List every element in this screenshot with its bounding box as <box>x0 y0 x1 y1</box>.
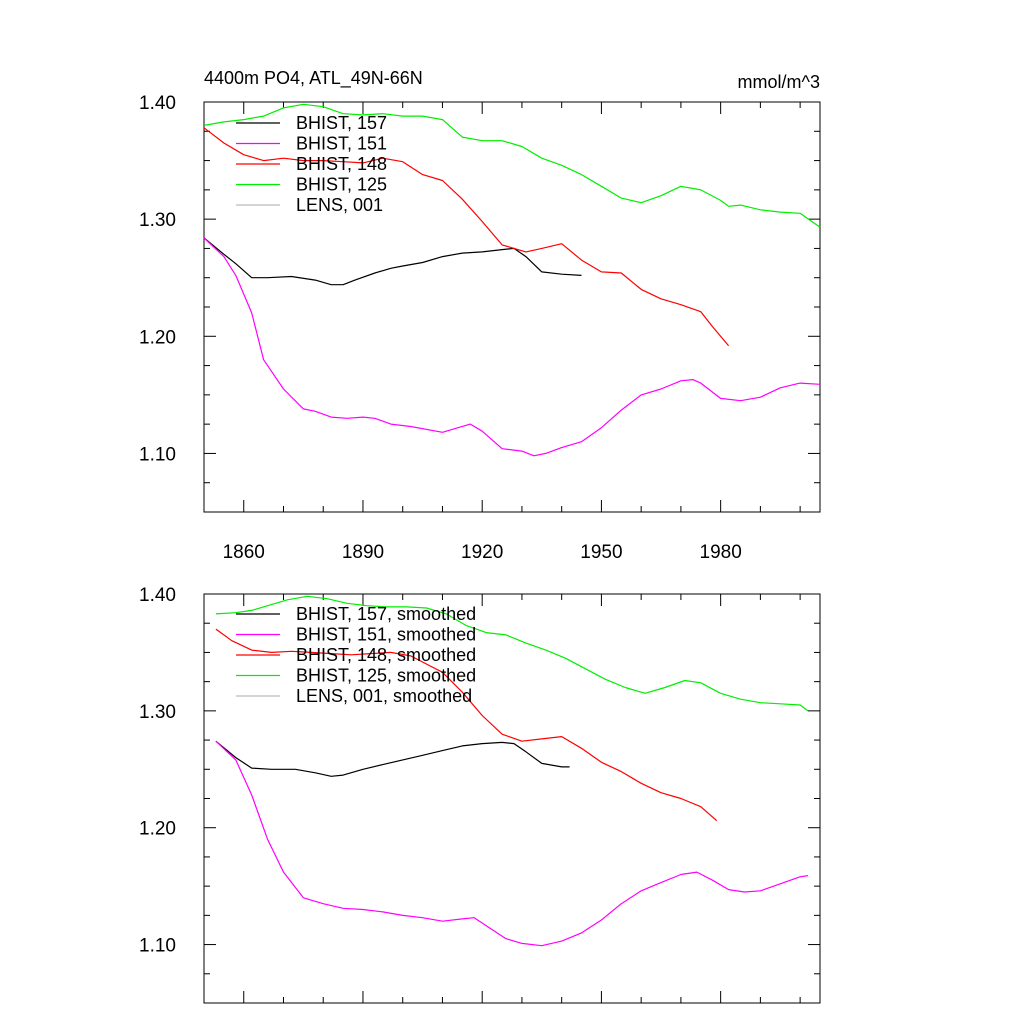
series-line-2 <box>203 127 730 347</box>
x-tick-label: 1890 <box>342 542 384 563</box>
x-tick-label: 1920 <box>461 542 503 563</box>
legend-entry: BHIST, 148 <box>296 154 387 174</box>
y-tick-label: 1.40 <box>139 93 176 114</box>
legend-entry: LENS, 001, smoothed <box>296 686 472 706</box>
y-tick-label: 1.20 <box>139 819 176 840</box>
units-label: mmol/m^3 <box>738 72 820 92</box>
legend-entry: BHIST, 125, smoothed <box>296 666 476 686</box>
legend-entry: BHIST, 157, smoothed <box>296 604 476 624</box>
series-line-3 <box>215 595 809 712</box>
x-tick-label: 1980 <box>700 542 742 563</box>
chart-title: 4400m PO4, ATL_49N-66N <box>204 68 423 89</box>
y-tick-label: 1.30 <box>139 702 176 723</box>
legend-entry: LENS, 001 <box>296 195 383 215</box>
legend-entry: BHIST, 125 <box>296 175 387 195</box>
series-line-0 <box>203 237 582 286</box>
series-line-2 <box>215 628 718 822</box>
series-line-3 <box>203 103 821 228</box>
series-line-1 <box>215 740 809 947</box>
y-tick-label: 1.30 <box>139 210 176 231</box>
series-line-1 <box>203 237 821 457</box>
legend-entry: BHIST, 151 <box>296 134 387 154</box>
series-line-0 <box>215 740 570 777</box>
legend-entry: BHIST, 151, smoothed <box>296 625 476 645</box>
y-tick-label: 1.40 <box>139 585 176 606</box>
x-tick-label: 1860 <box>223 542 265 563</box>
y-tick-label: 1.10 <box>139 444 176 465</box>
chart-panel-raw: 1.10 1.20 1.30 1.40 1860 1890 1920 1950 1980 4400… <box>139 68 821 563</box>
x-tick-label: 1950 <box>580 542 622 563</box>
y-tick-label: 1.10 <box>139 936 176 957</box>
legend-entry: BHIST, 157 <box>296 113 387 133</box>
legend-entry: BHIST, 148, smoothed <box>296 645 476 665</box>
y-tick-label: 1.20 <box>139 327 176 348</box>
